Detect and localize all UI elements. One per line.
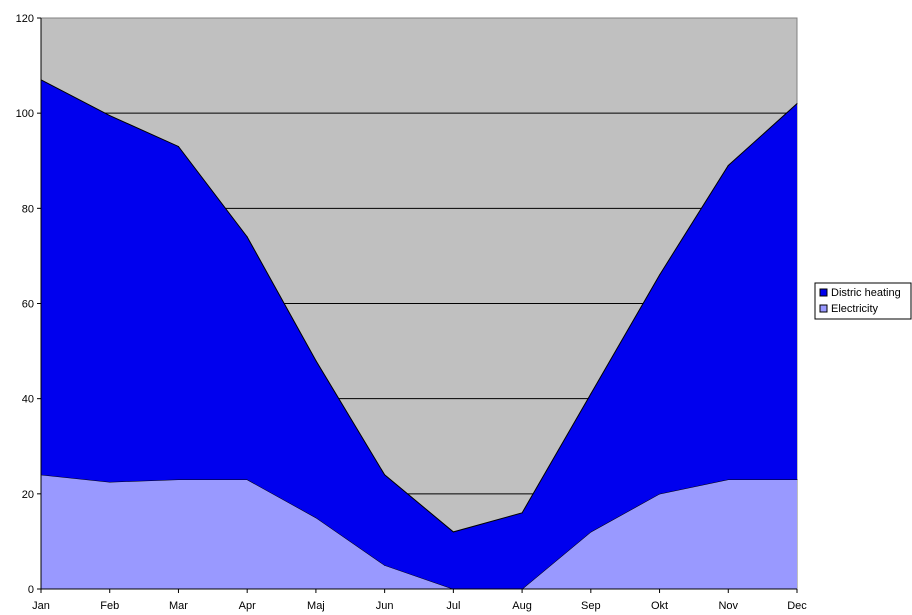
x-tick-label: Jan (32, 600, 50, 612)
x-tick-label: Okt (651, 600, 668, 612)
y-tick-label: 80 (22, 203, 34, 215)
series-areas (40, 79, 798, 590)
legend-swatch-distric-heating (819, 288, 828, 297)
series-line-distric-heating (40, 79, 798, 533)
data-point-distric-heating (315, 360, 317, 362)
data-point-distric-heating (384, 474, 386, 476)
x-tick-label: Apr (239, 600, 256, 612)
legend-label-electricity: Electricity (831, 303, 879, 315)
legend-swatch-electricity (819, 304, 828, 313)
x-tick-label: Mar (169, 600, 188, 612)
x-tick-label: Feb (100, 600, 119, 612)
data-point-distric-heating (727, 165, 729, 167)
data-point-distric-heating (659, 274, 661, 276)
data-point-distric-heating (177, 145, 179, 147)
axes: 0 20 40 60 80 100 120 Jan Feb Mar Apr Maj Jun Jul Aug S… (16, 13, 808, 612)
y-tick-label: 40 (22, 394, 34, 406)
y-tick-label: 20 (22, 489, 34, 501)
y-tick-label: 120 (16, 13, 34, 25)
legend: Distric heating Electricity (814, 282, 912, 320)
data-point-distric-heating (452, 531, 454, 533)
y-tick-label: 0 (28, 584, 34, 596)
area-distric-heating (41, 79, 797, 590)
data-point-distric-heating (246, 236, 248, 238)
area-electricity (41, 474, 797, 589)
y-tick-label: 60 (22, 299, 34, 311)
data-point-distric-heating (796, 103, 798, 105)
x-tick-label: Jun (376, 600, 394, 612)
legend-label-distric-heating: Distric heating (831, 287, 901, 299)
x-tick-label: Jul (446, 600, 460, 612)
x-tick-label: Sep (581, 600, 601, 612)
data-point-distric-heating (109, 115, 111, 117)
data-point-distric-heating (521, 512, 523, 514)
x-tick-label: Maj (307, 600, 325, 612)
x-tick-label: Aug (512, 600, 532, 612)
legend-box (814, 282, 912, 320)
y-tick-label: 100 (16, 108, 34, 120)
x-tick-label: Dec (787, 600, 807, 612)
data-point-distric-heating (590, 393, 592, 395)
x-tick-label: Nov (718, 600, 738, 612)
